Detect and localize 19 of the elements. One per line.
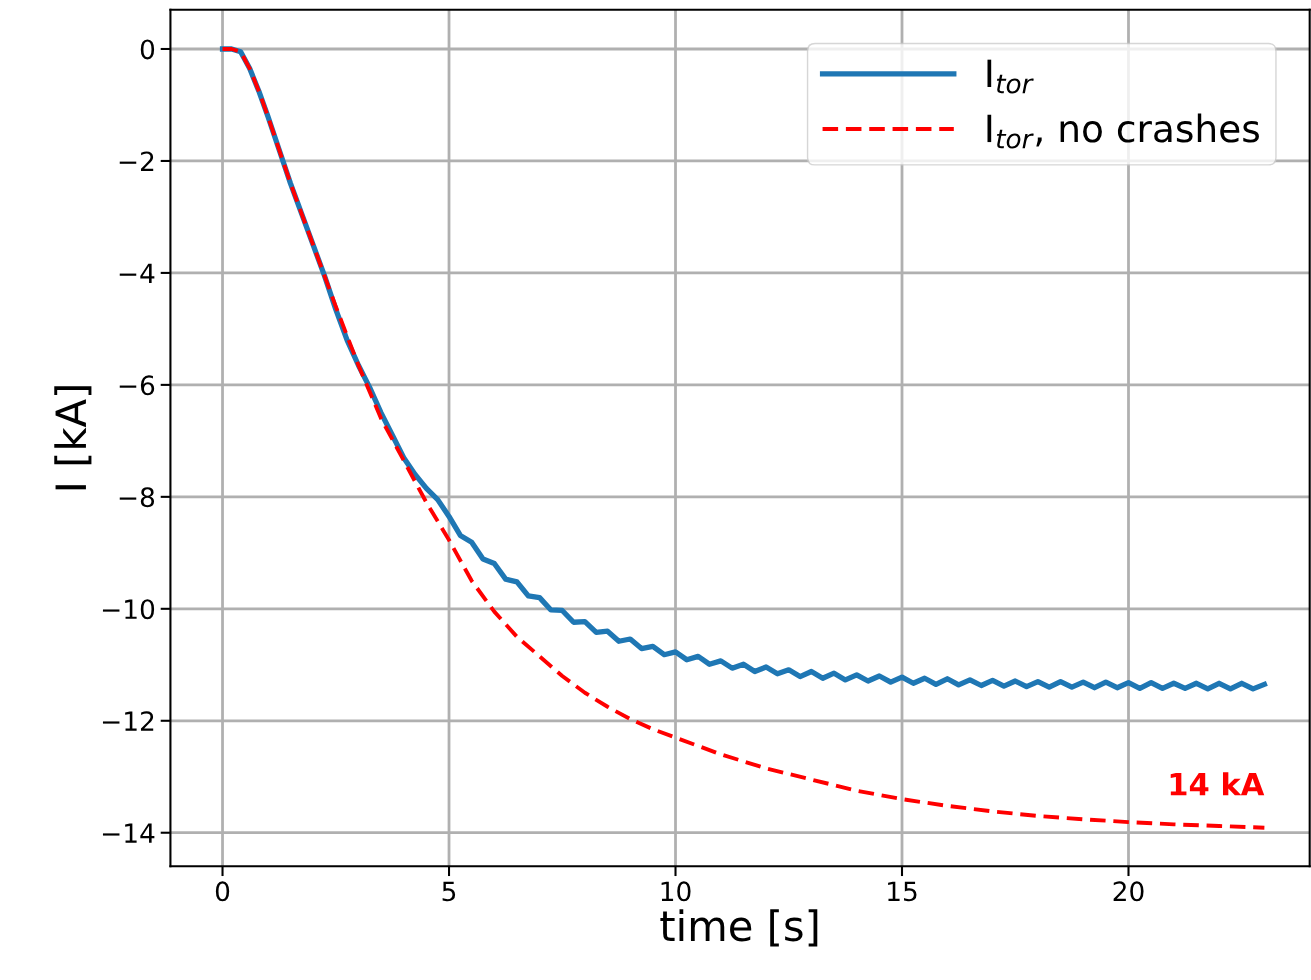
x-tick-label: 15 [888,881,917,902]
y-tick-label: −10 [102,599,155,620]
y-tick-label: 0 [140,39,155,60]
x-axis-title: time [s] [660,909,818,947]
y-tick-label: −14 [102,823,155,843]
y-tick-label: −2 [119,151,154,171]
y-tick-label: −8 [119,487,155,508]
y-axis-title: I [kA] [54,386,92,490]
x-tick-label: 20 [1113,881,1144,902]
x-tick-label: 0 [215,881,230,902]
x-tick-label: 10 [661,881,691,902]
legend-label: I$_{tor}$, no crashes [987,113,1259,149]
line-series [220,47,1267,830]
x-tick-label: 5 [442,881,456,902]
y-tick-label: −4 [119,263,155,283]
y-tick-label: −6 [119,375,155,396]
y-tick-label: −12 [102,711,154,731]
legend-label: I$_{tor}$ [987,59,1034,94]
annotation: 14 kA [1170,772,1265,796]
